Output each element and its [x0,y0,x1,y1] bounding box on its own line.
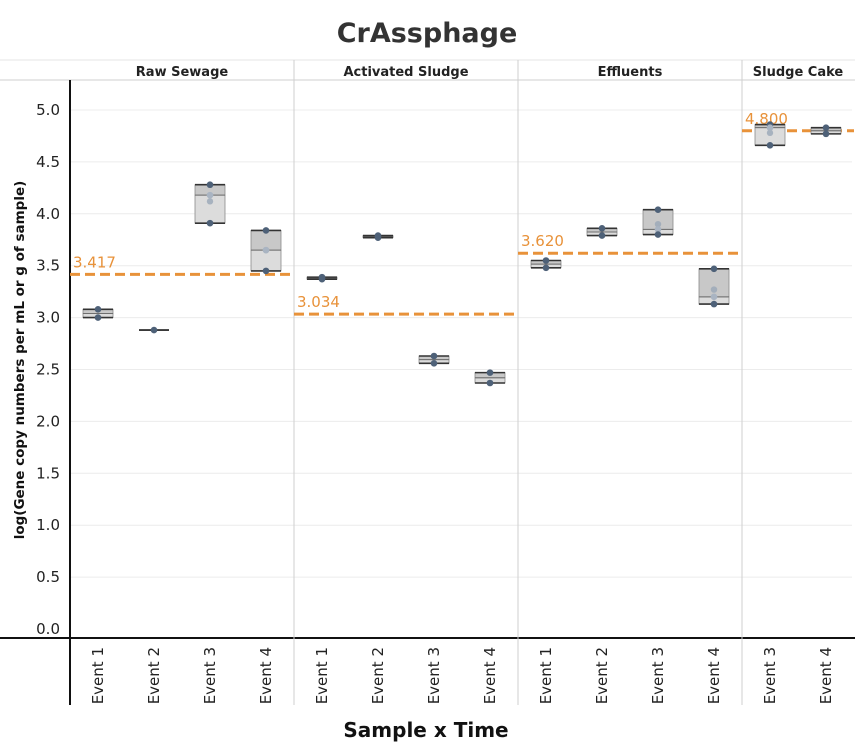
data-point [542,257,550,264]
y-tick-label: 1.5 [36,464,60,482]
data-point [318,275,326,283]
data-point [430,359,438,367]
y-tick-label: 4.5 [36,153,60,171]
panel-labels: Raw Sewage Activated Sludge Effluents Sludg… [136,65,844,80]
mean-label: 3.620 [521,232,564,250]
y-tick-label: 3.5 [36,257,60,275]
data-point [598,232,606,239]
box-group [194,183,226,224]
y-tick-label: 5.0 [36,101,60,119]
mean-marker [710,286,718,293]
grid-layer [70,109,852,578]
data-point [94,314,102,321]
x-tick-label: Event 4 [481,647,499,704]
data-point [598,225,606,232]
x-tick-label: Event 1 [89,647,107,704]
data-point [654,226,662,233]
data-point [486,369,494,376]
data-point [710,300,718,308]
x-axis-ticks: Event 1 Event 2 Event 3 Event 4 Event 1 Event… [89,647,835,704]
y-axis-ticks: 0.0 0.5 1.0 1.5 2.0 2.5 3.0 3.5 4.0 4.5 5.0 [36,101,60,638]
panel-label: Raw Sewage [136,65,229,80]
x-axis-label: Sample x Time [343,718,508,742]
data-point [710,293,718,301]
panel-label: Sludge Cake [753,65,844,80]
mean-label: 3.034 [297,293,340,311]
mean-marker [766,129,774,137]
x-tick-label: Event 1 [537,647,555,704]
data-point [766,141,774,149]
y-tick-label: 0.5 [36,568,60,586]
data-point [262,267,270,275]
x-tick-label: Event 4 [705,647,723,704]
x-tick-label: Event 4 [257,647,275,704]
data-point [654,231,662,238]
y-tick-label: 3.0 [36,309,60,327]
data-point [822,130,830,138]
data-point [430,352,438,360]
data-point [374,234,382,241]
data-point [710,265,718,273]
boxes [82,123,842,384]
chart-title: CrAssphage [337,18,518,49]
data-point [206,181,214,189]
mean-lines: 3.417 3.034 3.620 4.800 [70,110,854,316]
y-tick-label: 1.0 [36,516,60,534]
data-point [654,206,662,213]
panel-label: Effluents [598,65,663,80]
y-axis-label: log(Gene copy numbers per mL or g of sam… [12,181,28,540]
data-points [94,121,830,387]
y-tick-label: 4.0 [36,205,60,223]
x-tick-label: Event 4 [817,647,835,704]
x-tick-label: Event 1 [313,647,331,704]
mean-marker [654,220,662,228]
data-point [766,124,774,131]
data-point [486,379,494,387]
box-group [250,229,282,272]
data-point [206,219,214,227]
x-tick-label: Event 3 [649,647,667,704]
x-tick-label: Event 3 [761,647,779,704]
mean-marker [206,198,214,205]
data-point [822,124,830,131]
frame-layer [0,59,855,705]
data-point [150,326,158,334]
x-tick-label: Event 2 [593,647,611,704]
data-point [94,305,102,313]
data-point [262,227,270,234]
data-point [542,264,550,272]
y-tick-label: 2.0 [36,412,60,430]
x-tick-label: Event 2 [369,647,387,704]
mean-label: 4.800 [745,110,788,128]
data-point [262,246,270,254]
panel-label: Activated Sludge [343,65,468,80]
y-tick-label: 2.5 [36,361,60,379]
data-point [206,191,214,199]
y-tick-label: 0.0 [36,620,60,638]
x-tick-label: Event 3 [201,647,219,704]
x-tick-label: Event 3 [425,647,443,704]
mean-label: 3.417 [73,253,116,271]
x-tick-label: Event 2 [145,647,163,704]
